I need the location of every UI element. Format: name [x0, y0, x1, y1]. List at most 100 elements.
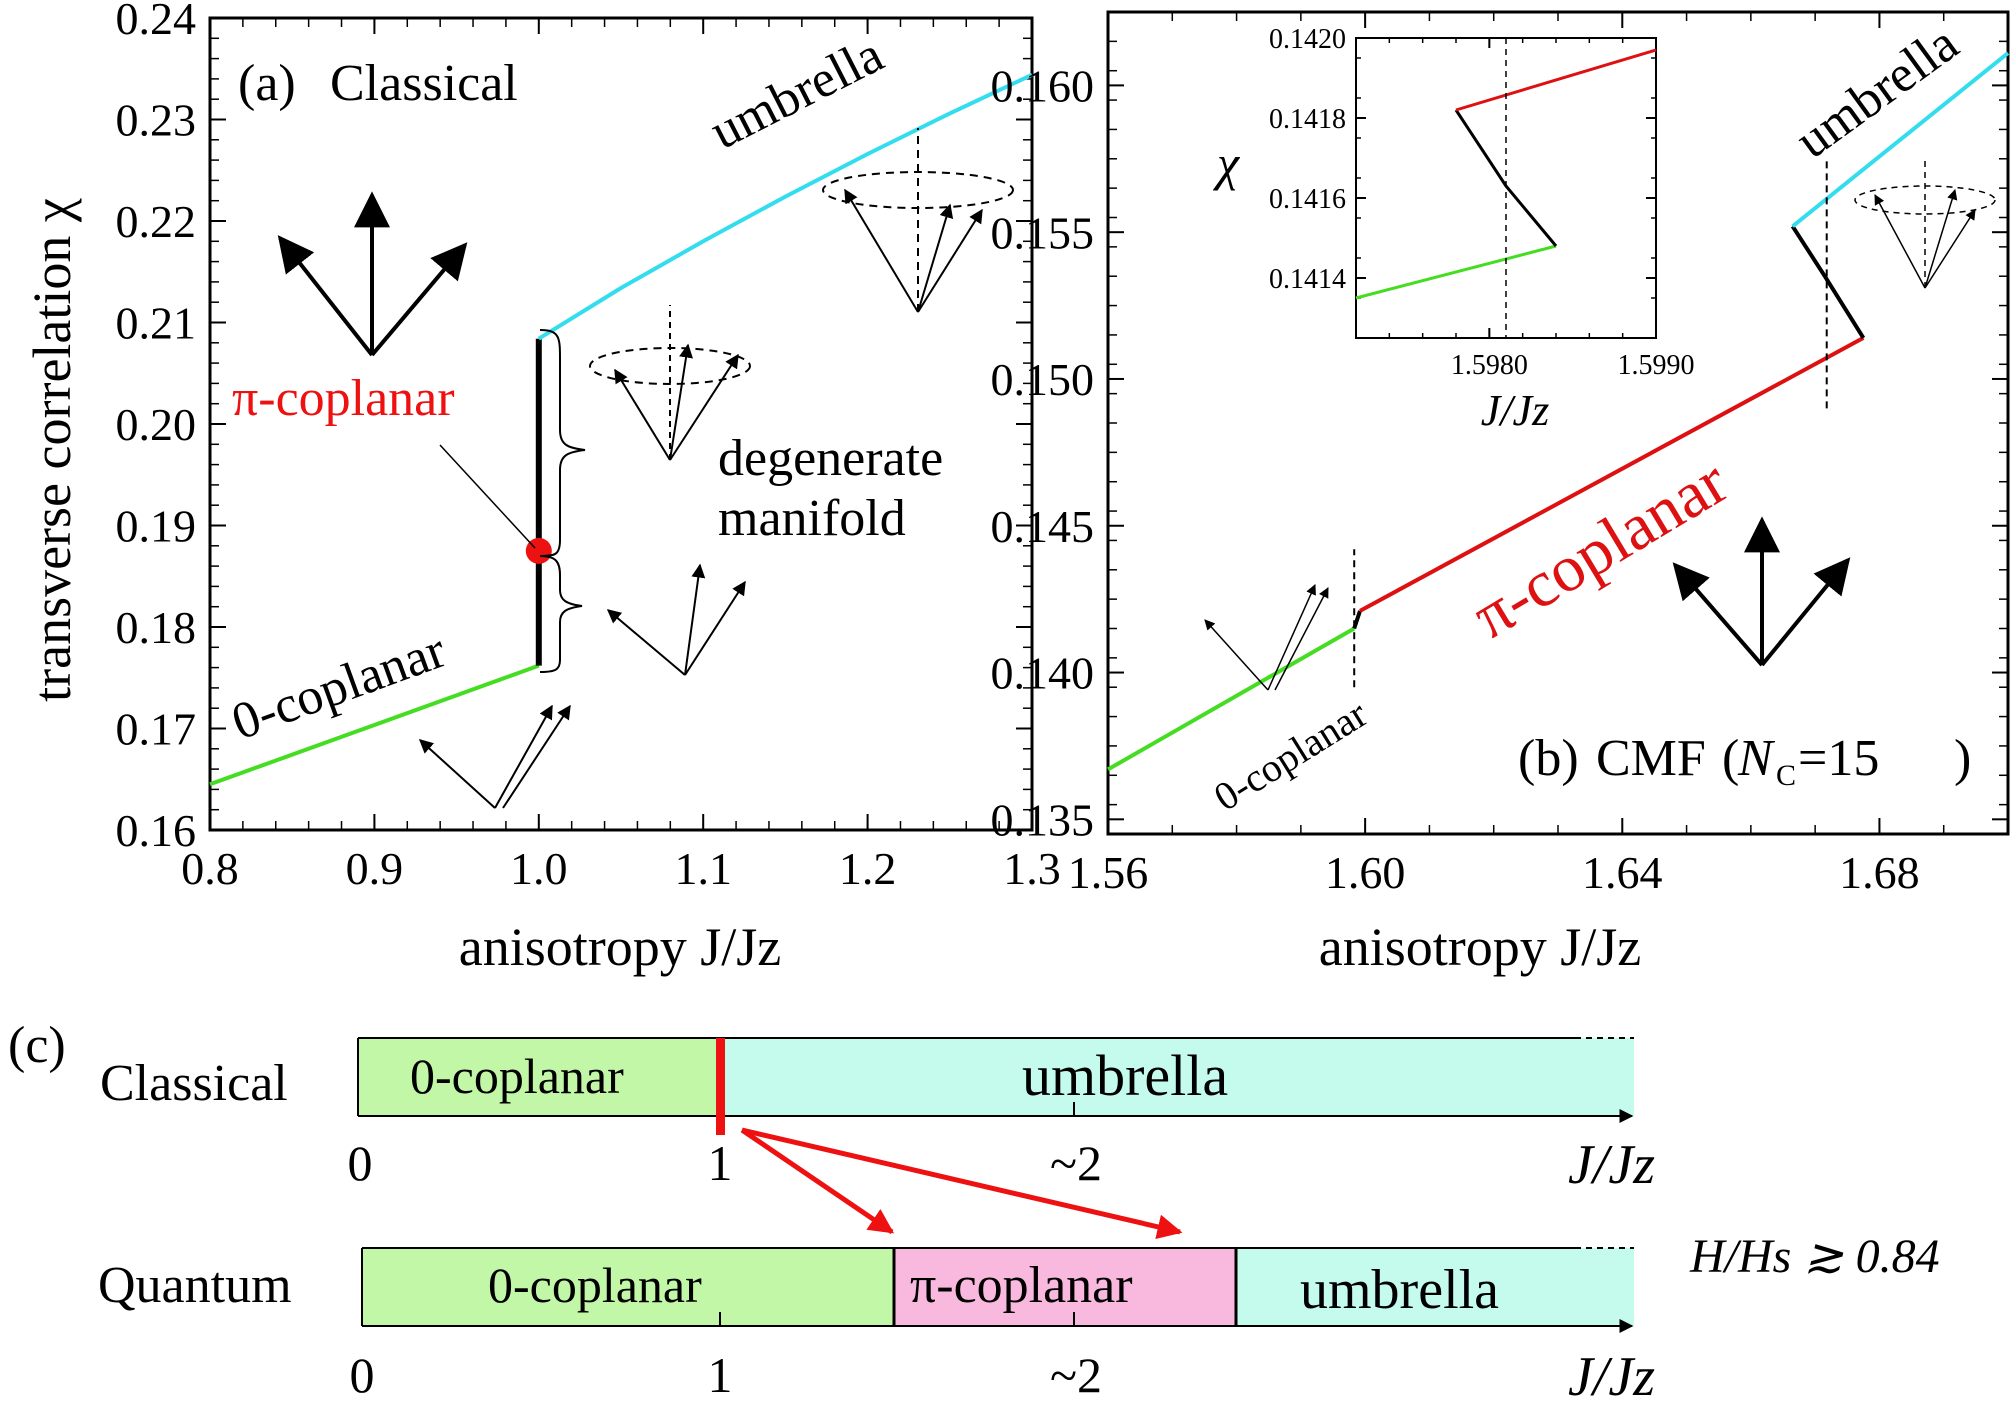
svg-text:(b): (b): [1518, 730, 1579, 787]
quantum-region-0-coplanar: [362, 1248, 894, 1326]
svg-text:N: N: [1737, 730, 1776, 787]
quantum-tick-1: 1: [708, 1347, 733, 1403]
quantum-label-pi-coplanar: π-coplanar: [910, 1257, 1133, 1314]
svg-text:CMF: CMF: [1596, 730, 1706, 787]
quantum-row-label: Quantum: [98, 1257, 292, 1314]
inset-series-2: [1455, 48, 1657, 112]
quantum-axis-label: J/Jz: [1568, 1346, 1655, 1408]
svg-text:=15: =15: [1798, 730, 1879, 787]
panel-b-ticks: [1107, 11, 2009, 835]
spin-diagram-0-coplanar-b: [1204, 584, 1329, 691]
panel-b-ytick-label: 0.135: [991, 794, 1095, 845]
classical-axis-label: J/Jz: [1568, 1134, 1655, 1196]
quantum-region-pi-coplanar: [894, 1248, 1236, 1326]
spin-diagram-pi-coplanar-b: [1672, 516, 1851, 667]
panel-a: 0.8 0.9 1.0 1.1 1.2 1.3 0.16 0.17 0.18 0.19 0.20 0.…: [22, 0, 1061, 977]
panel-a-xtick-label: 0.9: [346, 843, 404, 894]
panel-a-ytick-label: 0.19: [116, 501, 197, 552]
panel-b: 1.56 1.60 1.64 1.68 0.135 0.140 0.145 0.150 0.15…: [991, 10, 2010, 977]
spin-diagram-pi-coplanar-a: [277, 191, 468, 357]
classical-label-umbrella: umbrella: [1022, 1043, 1228, 1108]
inset-ytick-label: 0.1416: [1269, 184, 1346, 215]
inset-xtick-label: 1.5990: [1618, 350, 1695, 381]
quantum-label-umbrella: umbrella: [1300, 1259, 1499, 1321]
inset-ytick-label: 0.1420: [1269, 24, 1346, 55]
inset-ticks: [1355, 37, 1657, 339]
panel-a-ytick-label: 0.18: [116, 602, 197, 653]
inset-ylabel: χ: [1213, 135, 1241, 191]
panel-a-label: (a): [238, 55, 296, 112]
inset-ytick-label: 0.1418: [1269, 104, 1346, 135]
label-pi-coplanar-a: π-coplanar: [232, 370, 455, 427]
panel-a-series-0: [209, 663, 540, 787]
label-pi-coplanar-b: π-coplanar: [1460, 445, 1740, 653]
panel-b-ytick-label: 0.155: [991, 207, 1095, 258]
quantum-region-umbrella: [1236, 1248, 1634, 1326]
inset-ytick-label: 0.1414: [1269, 264, 1346, 295]
panel-a-ylabel: transverse correlation χ: [22, 198, 82, 702]
svg-text:C: C: [1776, 759, 1796, 792]
panel-b-xtick-label: 1.68: [1839, 847, 1920, 898]
panel-a-xlabel: anisotropy J/Jz: [459, 917, 781, 977]
label-manifold: manifold: [718, 490, 906, 547]
panel-b-series-2: [1359, 336, 1865, 613]
panel-c-label: (c): [8, 1017, 66, 1074]
panel-a-ytick-label: 0.22: [116, 196, 197, 247]
panel-c: (c) Classical 0-coplanar umbrella 0 1 ~2…: [8, 1017, 1940, 1408]
transition-arrow-1: [740, 1127, 895, 1235]
transition-arrow-2: [741, 1127, 1183, 1240]
label-umbrella-a: umbrella: [702, 26, 893, 161]
panel-b-xtick-label: 1.60: [1325, 847, 1406, 898]
panel-a-ytick-label: 0.17: [116, 704, 197, 755]
panel-b-series-4: [1791, 51, 2010, 228]
panel-b-inset: 1.5980 1.5990 0.1414 0.1416 0.1418 0.1420 J/J…: [1213, 24, 1695, 435]
panel-a-tick-labels: 0.8 0.9 1.0 1.1 1.2 1.3 0.16 0.17 0.18 0.19 0.20 0.…: [116, 0, 1061, 894]
panel-b-xlabel: anisotropy J/Jz: [1319, 917, 1641, 977]
panel-a-title: Classical: [330, 55, 518, 112]
panel-a-xtick-label: 1.2: [839, 843, 897, 894]
field-condition: H/Hs ≳ 0.84: [1689, 1230, 1940, 1283]
panel-a-xtick-label: 0.8: [181, 843, 239, 894]
panel-b-title: (b) CMF ( N C =15 ): [1518, 730, 1971, 792]
classical-tick-2: ~2: [1050, 1135, 1102, 1191]
spin-diagram-0-coplanar-a: [418, 704, 571, 809]
quantum-tick-2: ~2: [1050, 1347, 1102, 1403]
panel-b-ytick-label: 0.150: [991, 354, 1095, 405]
panel-a-series: [209, 72, 1033, 787]
brace-lower: [539, 555, 583, 673]
panel-a-xtick-label: 1.3: [1003, 843, 1061, 894]
classical-region-umbrella: [720, 1038, 1634, 1116]
spin-diagram-intermediate-a: [606, 563, 746, 676]
panel-b-ytick-label: 0.140: [991, 648, 1095, 699]
brace-upper: [539, 329, 586, 557]
inset-xtick-label: 1.5980: [1451, 350, 1528, 381]
panel-b-series-0: [1107, 626, 1356, 772]
label-degenerate: degenerate: [718, 430, 943, 487]
panel-a-ytick-label: 0.16: [116, 805, 197, 856]
classical-region-0-coplanar: [358, 1038, 720, 1116]
panel-a-ytick-label: 0.23: [116, 95, 197, 146]
quantum-label-0-coplanar: 0-coplanar: [488, 1257, 702, 1313]
spin-diagram-umbrella-a: [822, 128, 1014, 313]
classical-row-label: Classical: [100, 1055, 288, 1112]
classical-tick-1: 1: [708, 1135, 733, 1191]
panel-b-tick-labels: 1.56 1.60 1.64 1.68 0.135 0.140 0.145 0.150 0.15…: [991, 60, 1920, 898]
panel-a-ytick-label: 0.24: [116, 0, 197, 44]
panel-a-ticks: [209, 17, 1033, 831]
svg-text:(: (: [1722, 730, 1739, 787]
label-umbrella-b: umbrella: [1786, 15, 1969, 170]
panel-a-ytick-label: 0.21: [116, 298, 197, 349]
inset-series-0: [1355, 244, 1557, 300]
panel-b-series: [1107, 51, 2010, 772]
label-0-coplanar-b: 0-coplanar: [1206, 691, 1375, 820]
panel-a-ytick-label: 0.20: [116, 399, 197, 450]
panel-b-ytick-label: 0.145: [991, 501, 1095, 552]
panel-a-xtick-label: 1.0: [510, 843, 568, 894]
classical-label-0-coplanar: 0-coplanar: [410, 1048, 624, 1104]
classical-boundary: [716, 1038, 725, 1135]
panel-b-ytick-label: 0.160: [991, 60, 1095, 111]
panel-a-series-2: [537, 72, 1033, 341]
panel-b-xtick-label: 1.64: [1582, 847, 1663, 898]
spin-diagram-degenerate-a: [589, 305, 751, 461]
